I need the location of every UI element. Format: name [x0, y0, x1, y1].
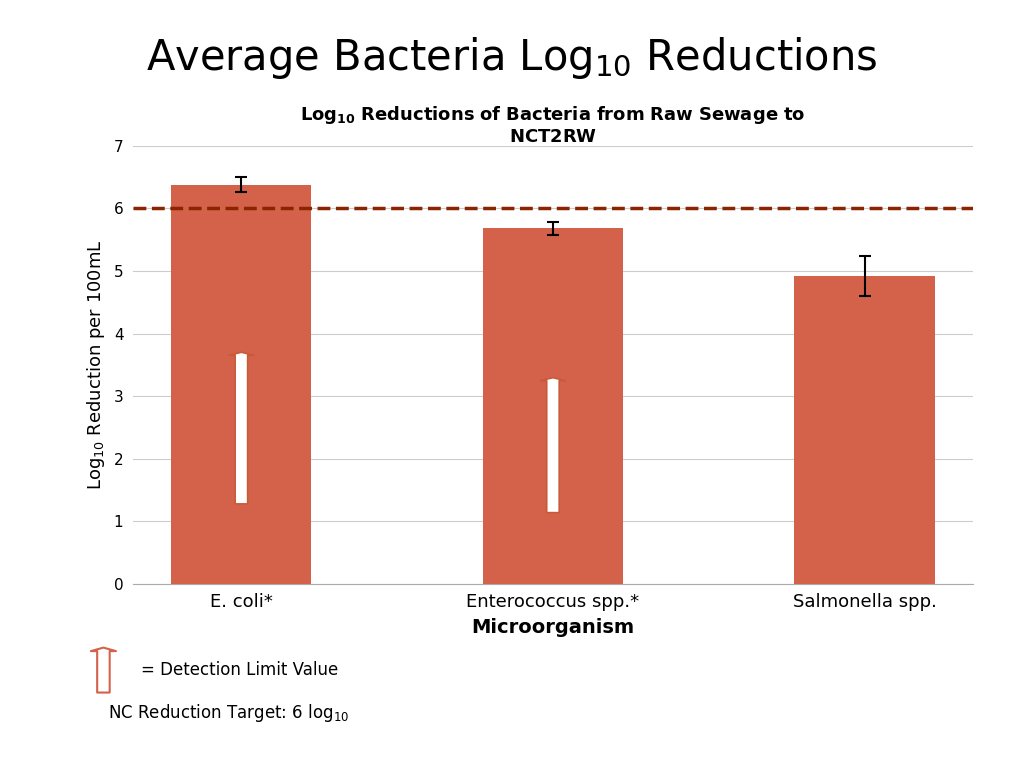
Text: Microorganism: Microorganism: [471, 618, 635, 637]
Bar: [795, 276, 935, 584]
Text: NC Reduction Target: 6 log$_{10}$: NC Reduction Target: 6 log$_{10}$: [108, 702, 349, 723]
Text: $\mathbf{Log_{10}}$ $\mathbf{Reductions\ of\ Bacteria\ from\ Raw\ Sewage\ to}$
$: $\mathbf{Log_{10}}$ $\mathbf{Reductions\…: [300, 104, 806, 147]
Text: Average Bacteria Log$_{10}$ Reductions: Average Bacteria Log$_{10}$ Reductions: [146, 35, 878, 81]
Text: = Detection Limit Value: = Detection Limit Value: [141, 660, 339, 679]
Y-axis label: Log$_{10}$ Reduction per 100mL: Log$_{10}$ Reduction per 100mL: [85, 240, 106, 490]
Bar: [483, 228, 623, 584]
Bar: [171, 184, 311, 584]
